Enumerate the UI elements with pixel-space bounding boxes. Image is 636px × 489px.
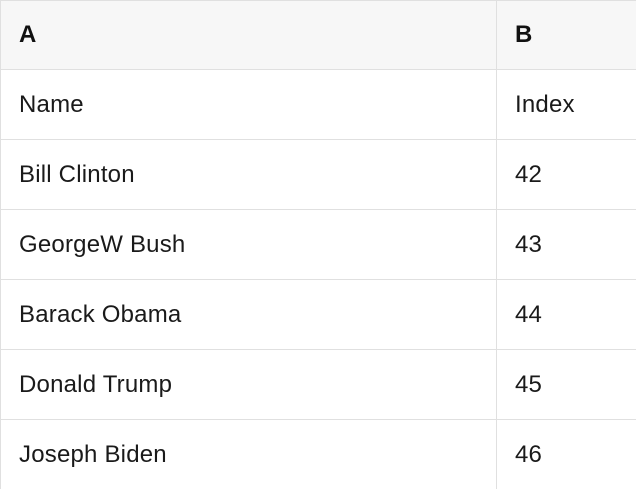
cell-b2-text: 42 xyxy=(515,160,543,188)
cell-b1[interactable]: Index xyxy=(497,70,636,139)
cell-b5-text: 45 xyxy=(515,370,543,398)
cell-b6[interactable]: 46 xyxy=(497,420,636,489)
cell-a2[interactable]: Bill Clinton xyxy=(1,140,497,209)
table-row: Barack Obama 44 xyxy=(1,280,636,350)
cell-a5-text: Donald Trump xyxy=(19,370,173,398)
cell-a3-text: GeorgeW Bush xyxy=(19,230,186,258)
cell-a1-text: Name xyxy=(19,90,84,118)
cell-a4-text: Barack Obama xyxy=(19,300,182,328)
column-header-a[interactable]: A xyxy=(1,1,497,69)
cell-b3-text: 43 xyxy=(515,230,543,258)
table-row: Bill Clinton 42 xyxy=(1,140,636,210)
table-row: GeorgeW Bush 43 xyxy=(1,210,636,280)
cell-a6-text: Joseph Biden xyxy=(19,440,167,468)
column-header-b[interactable]: B xyxy=(497,1,636,69)
cell-b2[interactable]: 42 xyxy=(497,140,636,209)
cell-b5[interactable]: 45 xyxy=(497,350,636,419)
cell-b4[interactable]: 44 xyxy=(497,280,636,349)
cell-a5[interactable]: Donald Trump xyxy=(1,350,497,419)
table-row: Donald Trump 45 xyxy=(1,350,636,420)
cell-b4-text: 44 xyxy=(515,300,543,328)
column-header-row: A B xyxy=(1,1,636,70)
cell-b6-text: 46 xyxy=(515,440,543,468)
cell-b3[interactable]: 43 xyxy=(497,210,636,279)
table-row: Joseph Biden 46 xyxy=(1,420,636,489)
cell-a2-text: Bill Clinton xyxy=(19,160,135,188)
column-header-a-label: A xyxy=(19,21,37,48)
table-row: Name Index xyxy=(1,70,636,140)
column-header-b-label: B xyxy=(515,21,533,48)
cell-a4[interactable]: Barack Obama xyxy=(1,280,497,349)
cell-b1-text: Index xyxy=(515,90,575,118)
cell-a3[interactable]: GeorgeW Bush xyxy=(1,210,497,279)
cell-a6[interactable]: Joseph Biden xyxy=(1,420,497,489)
cell-a1[interactable]: Name xyxy=(1,70,497,139)
